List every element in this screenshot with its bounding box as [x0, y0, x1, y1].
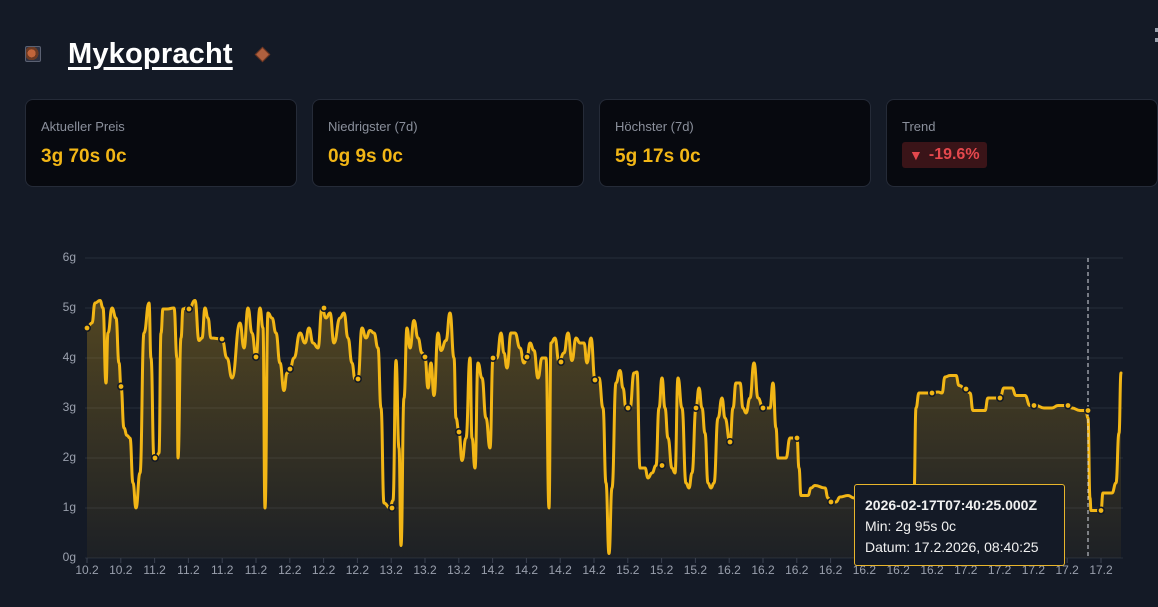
x-axis-label: 10.2: [109, 563, 133, 577]
x-axis-label: 10.2: [75, 563, 99, 577]
x-axis-label: 16.2: [717, 563, 741, 577]
x-axis-label: 12.2: [311, 563, 336, 577]
x-axis-label: 16.2: [920, 563, 944, 577]
stats-cards: Aktueller Preis 3g 70s 0c Niedrigster (7…: [25, 99, 1158, 187]
x-axis-label: 17.2: [954, 563, 978, 577]
x-axis-label: 16.2: [751, 563, 775, 577]
x-axis-label: 14.2: [548, 563, 572, 577]
quality-diamond-icon: [254, 46, 271, 62]
card-label: Höchster (7d): [615, 119, 694, 134]
close-icon-lower: [1155, 38, 1158, 42]
close-icon[interactable]: [1155, 28, 1158, 32]
card-label: Niedrigster (7d): [328, 119, 418, 134]
x-axis-label: 14.2: [582, 563, 606, 577]
price-history-chart[interactable]: 0g 1g 2g 3g 4g 5g 6g 10.2 10.2 11.2 11.2 11.2 11.2 12…: [0, 240, 1158, 607]
card-value: 0g 9s 0c: [328, 146, 403, 167]
chart-tooltip: 2026-02-17T07:40:25.000Z Min: 2g 95s 0c …: [854, 484, 1065, 566]
y-axis-label: 4g: [62, 350, 76, 364]
y-axis-label: 0g: [62, 550, 76, 564]
trend-badge: ▼ -19.6%: [902, 142, 987, 168]
x-axis-label: 15.2: [683, 563, 708, 577]
x-axis-label: 11.2: [143, 563, 166, 577]
mushroom-item-icon: [25, 46, 41, 62]
y-axis-label: 6g: [62, 250, 76, 264]
page-header: Mykopracht: [25, 34, 271, 74]
x-axis-label: 12.2: [345, 563, 370, 577]
trend-down-arrow-icon: ▼: [909, 147, 923, 163]
card-label: Aktueller Preis: [41, 119, 125, 134]
y-axis-label: 3g: [62, 400, 76, 414]
card-value: 5g 17s 0c: [615, 146, 701, 167]
x-axis-label: 16.2: [818, 563, 843, 577]
x-axis-label: 14.2: [514, 563, 539, 577]
x-axis-label: 16.2: [852, 563, 877, 577]
x-axis-label: 15.2: [616, 563, 640, 577]
current-price-card: Aktueller Preis 3g 70s 0c: [25, 99, 297, 187]
card-label: Trend: [902, 119, 936, 134]
x-axis-label: 17.2: [1021, 563, 1046, 577]
x-axis-label: 13.2: [413, 563, 437, 577]
trend-card: Trend ▼ -19.6%: [886, 99, 1158, 187]
x-axis-label: 17.2: [1089, 563, 1113, 577]
y-axis-label: 5g: [62, 300, 76, 314]
x-axis-label: 11.2: [210, 563, 234, 577]
x-axis-label: 11.2: [244, 563, 268, 577]
x-axis-label: 17.2: [987, 563, 1012, 577]
x-axis-label: 15.2: [649, 563, 674, 577]
item-title[interactable]: Mykopracht: [68, 37, 233, 70]
lowest-price-card: Niedrigster (7d) 0g 9s 0c: [312, 99, 584, 187]
chart-plot[interactable]: [0, 240, 1158, 607]
x-axis-label: 13.2: [447, 563, 471, 577]
tooltip-title: 2026-02-17T07:40:25.000Z: [865, 497, 1038, 513]
x-axis-label: 14.2: [480, 563, 505, 577]
x-axis-label: 17.2: [1055, 563, 1079, 577]
highest-price-card: Höchster (7d) 5g 17s 0c: [599, 99, 871, 187]
y-axis-label: 1g: [62, 500, 76, 514]
trend-value: -19.6%: [928, 146, 980, 163]
x-axis-label: 16.2: [785, 563, 809, 577]
x-axis-label: 13.2: [379, 563, 403, 577]
tooltip-min: Min: 2g 95s 0c: [865, 518, 957, 534]
x-axis-label: 16.2: [886, 563, 910, 577]
y-axis-label: 2g: [62, 450, 76, 464]
tooltip-date: Datum: 17.2.2026, 08:40:25: [865, 539, 1039, 555]
card-value: 3g 70s 0c: [41, 146, 127, 167]
x-axis-label: 11.2: [177, 563, 200, 577]
x-axis-label: 12.2: [278, 563, 302, 577]
